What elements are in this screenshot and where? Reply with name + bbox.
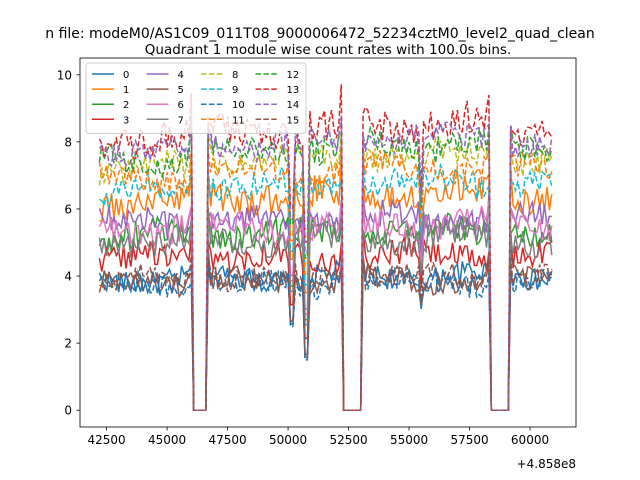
y-tick-label-4: 4 [64, 270, 72, 284]
y-tick-label-10: 10 [57, 68, 72, 82]
series-line-1 [99, 154, 553, 411]
axes-frame [79, 57, 577, 428]
series-line-9 [98, 162, 553, 411]
x-tick-label-57500: 57500 [450, 433, 488, 447]
x-tick-label-60000: 60000 [511, 433, 549, 447]
legend-label-5: 5 [178, 85, 184, 96]
legend-label-13: 13 [287, 85, 300, 96]
chart-suptitle: n file: modeM0/AS1C09_011T08_9000006472_… [45, 26, 594, 42]
y-tick-label-6: 6 [64, 202, 72, 216]
x-tick-label-55000: 55000 [390, 433, 428, 447]
x-tick-label-50000: 50000 [269, 433, 307, 447]
series-line-5 [99, 253, 552, 411]
legend-label-2: 2 [123, 100, 129, 111]
x-tick-label-52500: 52500 [329, 433, 367, 447]
legend-label-11: 11 [232, 115, 245, 126]
legend-label-9: 9 [232, 85, 238, 96]
legend-label-7: 7 [178, 115, 184, 126]
x-offset-text: +4.858e8 [517, 457, 576, 471]
series-line-8 [98, 132, 553, 411]
series-line-14 [98, 110, 553, 411]
x-tick-label-45000: 45000 [148, 433, 186, 447]
series-line-3 [98, 230, 553, 411]
series-line-10 [98, 259, 553, 411]
y-tick-label-0: 0 [64, 404, 72, 418]
legend-label-0: 0 [123, 70, 129, 81]
series-line-7 [98, 206, 553, 411]
series-line-11 [98, 142, 553, 411]
legend-label-14: 14 [287, 100, 300, 111]
series-line-12 [98, 120, 553, 411]
series-line-15 [98, 255, 553, 411]
x-tick-label-42500: 42500 [88, 433, 126, 447]
series-layer [98, 84, 553, 411]
chart-title: Quadrant 1 module wise count rates with … [145, 42, 511, 58]
series-line-0 [98, 247, 553, 411]
legend-label-3: 3 [123, 115, 129, 126]
x-tick-label-47500: 47500 [208, 433, 246, 447]
legend-label-1: 1 [123, 85, 129, 96]
y-tick-label-8: 8 [64, 135, 72, 149]
legend-label-10: 10 [232, 100, 245, 111]
y-tick-label-2: 2 [64, 337, 72, 351]
legend-label-12: 12 [287, 70, 300, 81]
legend-label-8: 8 [232, 70, 238, 81]
legend-label-6: 6 [178, 100, 184, 111]
plot-area: 42500 45000 47500 50000 52500 55000 57500 60000… [57, 57, 577, 447]
legend-label-4: 4 [178, 70, 184, 81]
legend-box [85, 62, 307, 134]
legend-label-15: 15 [287, 115, 300, 126]
axes-layer: 42500 45000 47500 50000 52500 55000 57500 60000… [57, 57, 577, 447]
series-line-6 [98, 199, 553, 411]
